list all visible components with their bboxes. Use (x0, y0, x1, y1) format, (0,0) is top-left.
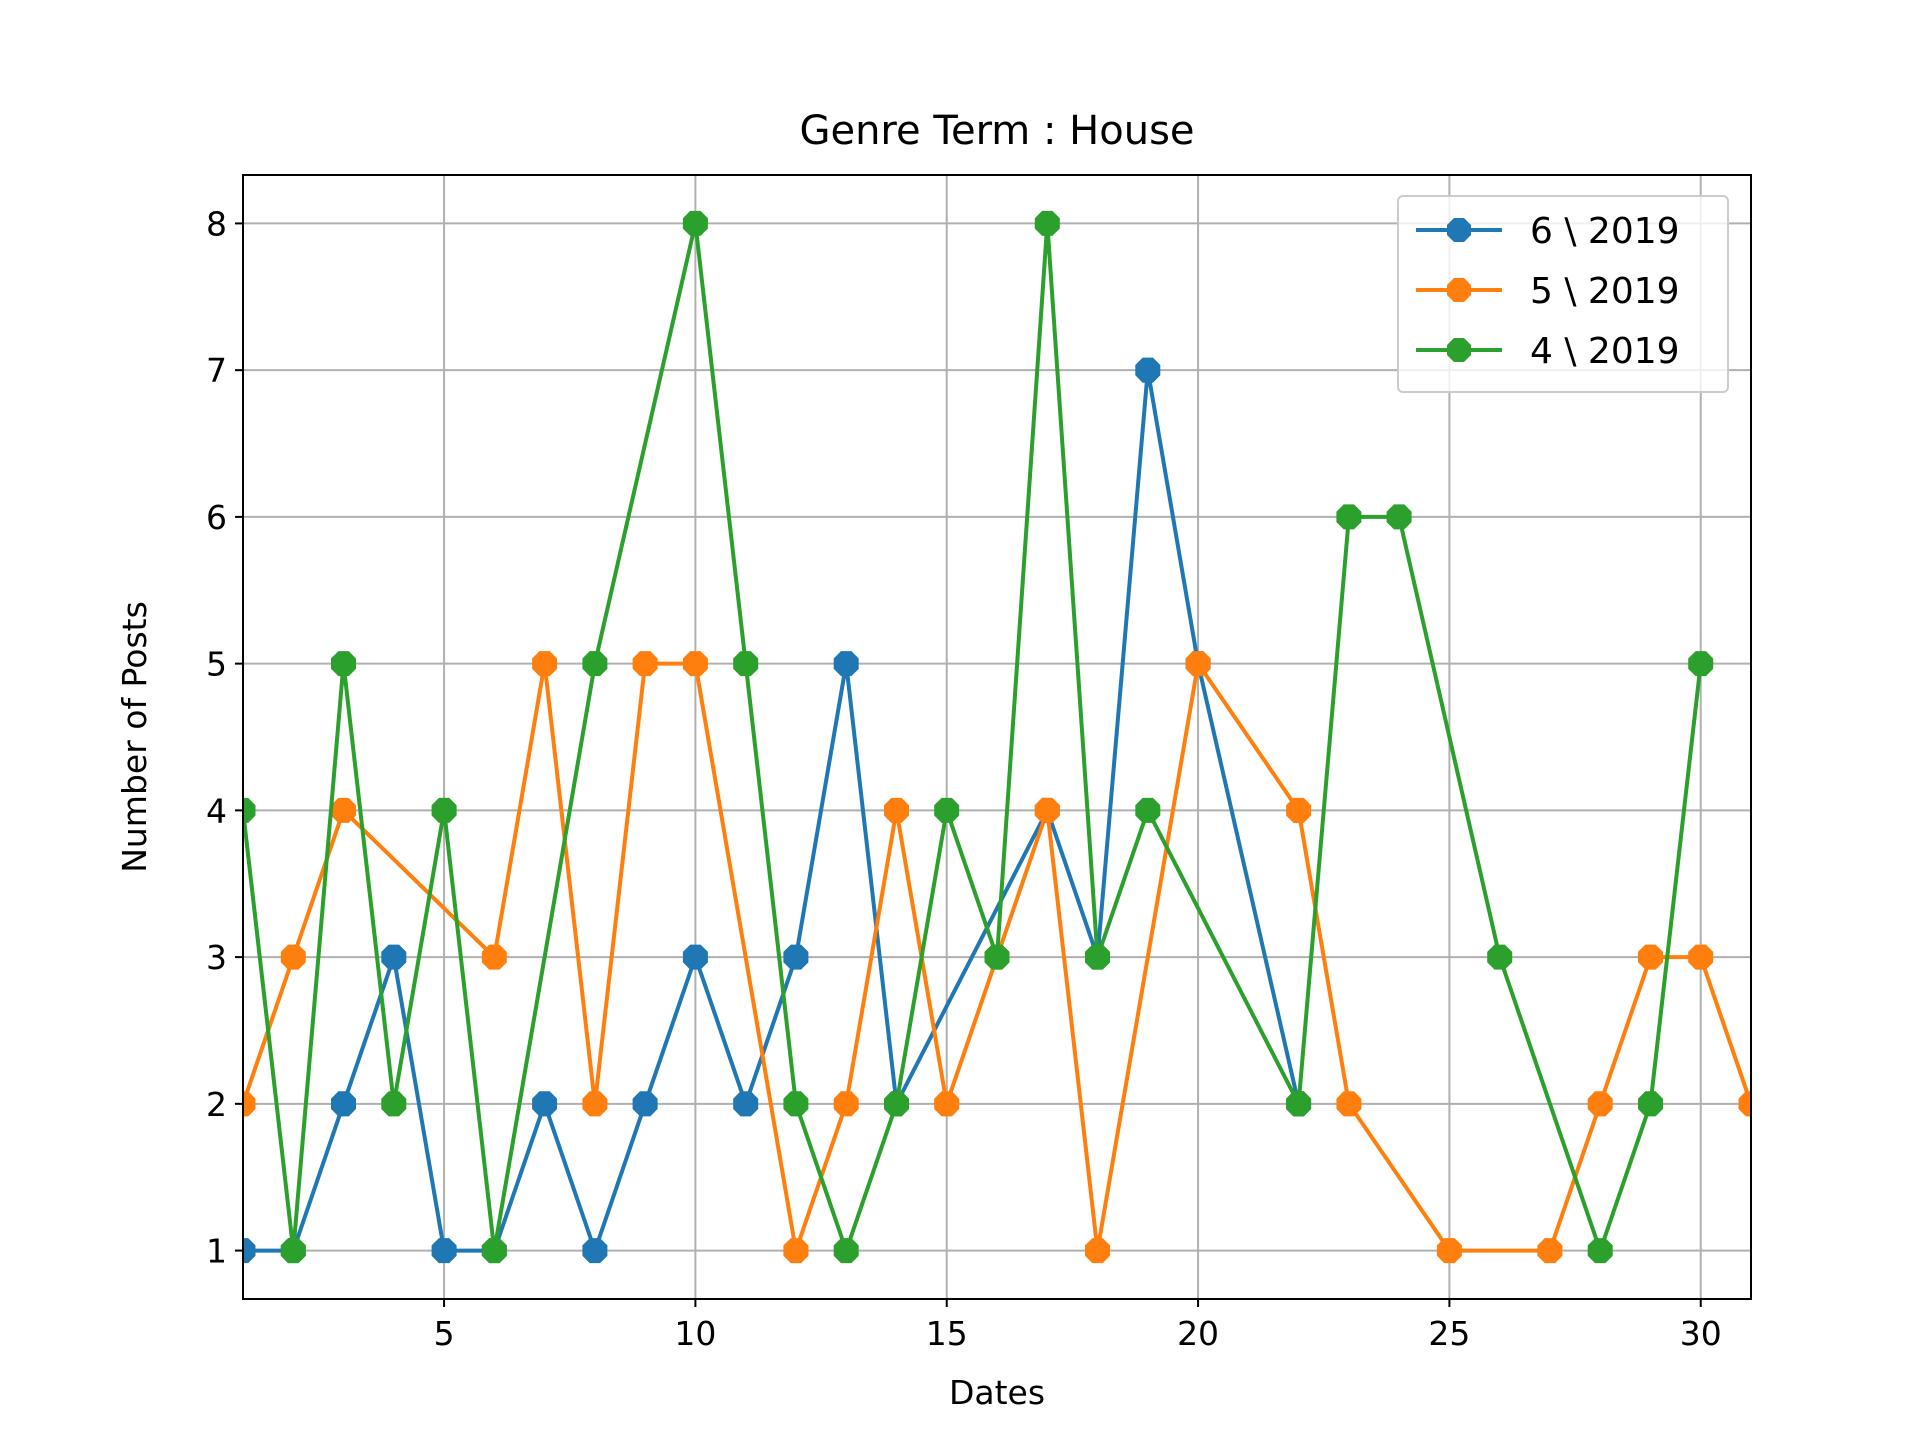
legend-marker (1447, 218, 1471, 242)
data-point (632, 1091, 658, 1117)
legend-label: 4 \ 2019 (1530, 331, 1680, 372)
data-point (280, 1238, 306, 1264)
data-point (833, 1091, 859, 1117)
data-point (733, 1091, 759, 1117)
data-point (682, 944, 708, 970)
data-point (243, 1238, 256, 1264)
legend-marker (1447, 338, 1471, 362)
data-point (532, 1091, 558, 1117)
y-tick-label: 7 (206, 351, 227, 390)
legend: 6 \ 2019 5 \ 2019 4 \ 2019 (1397, 195, 1729, 393)
series-group (243, 651, 1751, 1264)
data-point (682, 210, 708, 236)
y-tick-label: 2 (206, 1085, 227, 1124)
data-point (1135, 797, 1161, 823)
data-point (682, 651, 708, 677)
legend-label: 5 \ 2019 (1530, 271, 1680, 312)
data-point (1034, 797, 1060, 823)
y-tick-label: 8 (206, 204, 227, 243)
plot-frame (242, 174, 1752, 1300)
data-point (1587, 1238, 1613, 1264)
data-point (1185, 651, 1211, 677)
legend-box (1397, 195, 1729, 393)
series-group (243, 210, 1751, 1264)
data-point (1386, 504, 1412, 530)
data-point (582, 1091, 608, 1117)
data-point (1034, 210, 1060, 236)
data-point (1487, 944, 1513, 970)
data-point (381, 1091, 407, 1117)
data-point (1688, 944, 1714, 970)
data-point (1436, 1238, 1462, 1264)
data-point (1286, 797, 1312, 823)
data-point (934, 797, 960, 823)
data-point (1688, 651, 1714, 677)
data-point (331, 797, 356, 823)
x-tick-label: 30 (1680, 1314, 1722, 1353)
data-point (1135, 357, 1161, 383)
data-point (1738, 1091, 1751, 1117)
data-point (1286, 1091, 1312, 1117)
data-point (431, 797, 457, 823)
x-tick-label: 5 (434, 1314, 455, 1353)
data-point (481, 1238, 507, 1264)
series-line (243, 661, 1751, 1253)
x-axis-title: Dates (949, 1373, 1045, 1412)
x-tick-label: 15 (926, 1314, 968, 1353)
data-point (243, 1091, 256, 1117)
data-point (331, 651, 356, 677)
data-point (431, 1238, 457, 1264)
data-point (1085, 944, 1110, 970)
legend-marker (1447, 278, 1471, 302)
series-line (243, 221, 1703, 1253)
data-point (884, 797, 909, 823)
series-group (243, 210, 1714, 1264)
data-point (632, 651, 658, 677)
data-point (532, 651, 558, 677)
y-tick-label: 4 (206, 791, 227, 830)
y-tick-label: 3 (206, 938, 227, 977)
y-tick-label: 6 (206, 498, 227, 537)
data-point (884, 1091, 909, 1117)
y-tick-label: 5 (206, 645, 227, 684)
data-point (243, 797, 256, 823)
data-point (1638, 1091, 1663, 1117)
data-point (984, 944, 1010, 970)
data-point (381, 944, 407, 970)
data-point (934, 1091, 960, 1117)
data-point (280, 944, 306, 970)
data-point (1638, 944, 1663, 970)
axis-ticks: 5 10 15 20 25 30 1 2 3 4 5 6 7 8 (206, 204, 1722, 1353)
y-tick-label: 1 (206, 1232, 227, 1271)
chart-title: Genre Term : House (799, 108, 1194, 154)
x-tick-label: 25 (1428, 1314, 1470, 1353)
data-point (481, 944, 507, 970)
data-point (1587, 1091, 1613, 1117)
data-point (1537, 1238, 1563, 1264)
data-point (783, 1238, 809, 1264)
data-point (833, 651, 859, 677)
data-point (733, 651, 759, 677)
data-point (582, 1238, 608, 1264)
data-point (331, 1091, 356, 1117)
y-axis-title: Number of Posts (115, 601, 154, 873)
x-tick-label: 10 (674, 1314, 716, 1353)
data-point (1336, 1091, 1362, 1117)
data-point (582, 651, 608, 677)
data-point (1336, 504, 1362, 530)
data-point (833, 1238, 859, 1264)
data-point (1085, 1238, 1110, 1264)
data-point (783, 944, 809, 970)
legend-label: 6 \ 2019 (1530, 211, 1680, 252)
data-point (783, 1091, 809, 1117)
x-tick-label: 20 (1177, 1314, 1219, 1353)
